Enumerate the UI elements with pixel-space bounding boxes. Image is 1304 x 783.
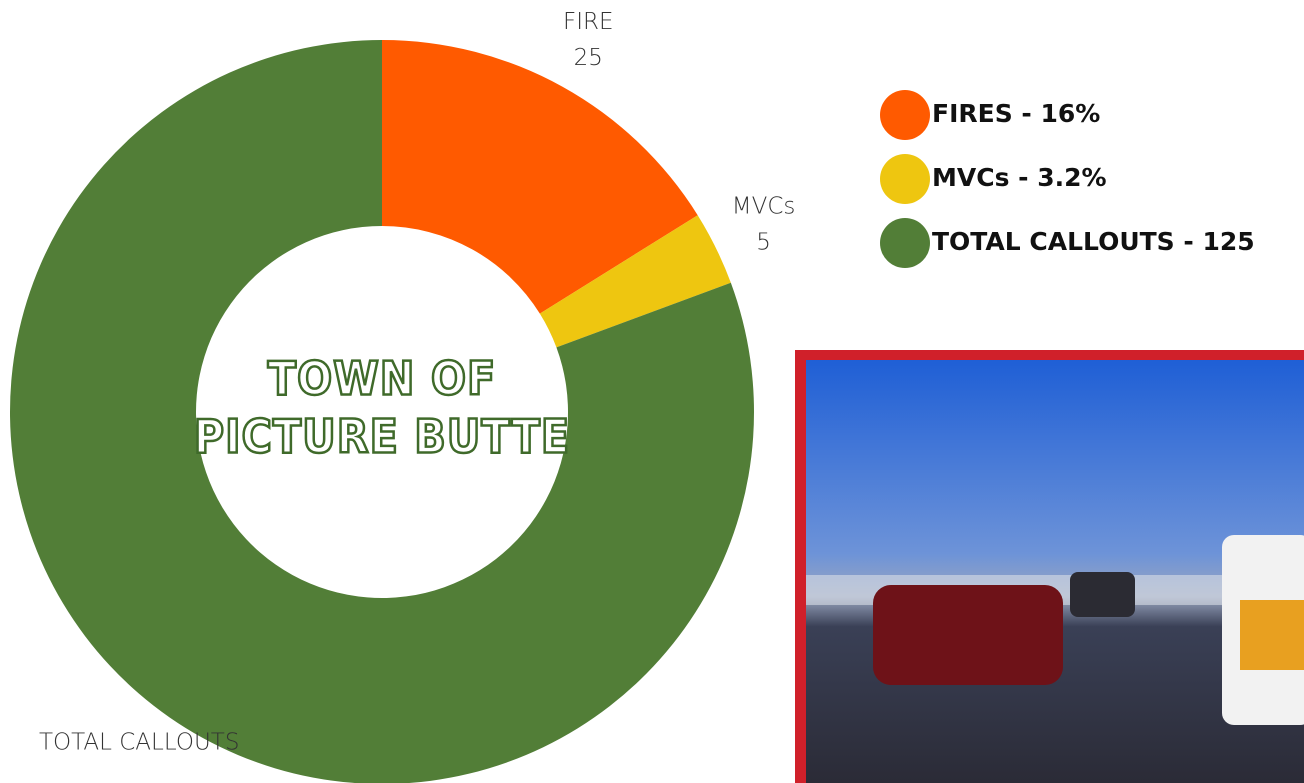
donut-slice <box>539 215 731 348</box>
photo-truck-stripes <box>1240 600 1304 670</box>
center-title: PICTURE BUTTE <box>194 410 570 464</box>
donut-slice <box>10 40 754 783</box>
photo <box>795 350 1304 783</box>
slice-label: FIRE <box>563 9 614 35</box>
legend-swatch <box>880 218 930 268</box>
slice-label: TOTAL CALLOUTS <box>39 729 239 755</box>
legend-text: TOTAL CALLOUTS - 125 <box>932 227 1255 256</box>
legend-swatch <box>880 154 930 204</box>
donut-slice <box>382 40 698 314</box>
photo-image <box>806 360 1304 783</box>
slice-value: 5 <box>756 229 771 255</box>
slice-label: MVCs <box>732 193 796 219</box>
center-title: TOWN OF <box>268 352 497 406</box>
legend-swatch <box>880 90 930 140</box>
photo-car <box>1070 572 1135 617</box>
slice-value: 25 <box>574 45 603 71</box>
legend-text: MVCs - 3.2% <box>932 163 1107 192</box>
photo-car <box>873 585 1063 685</box>
legend-text: FIRES - 16% <box>932 99 1100 128</box>
